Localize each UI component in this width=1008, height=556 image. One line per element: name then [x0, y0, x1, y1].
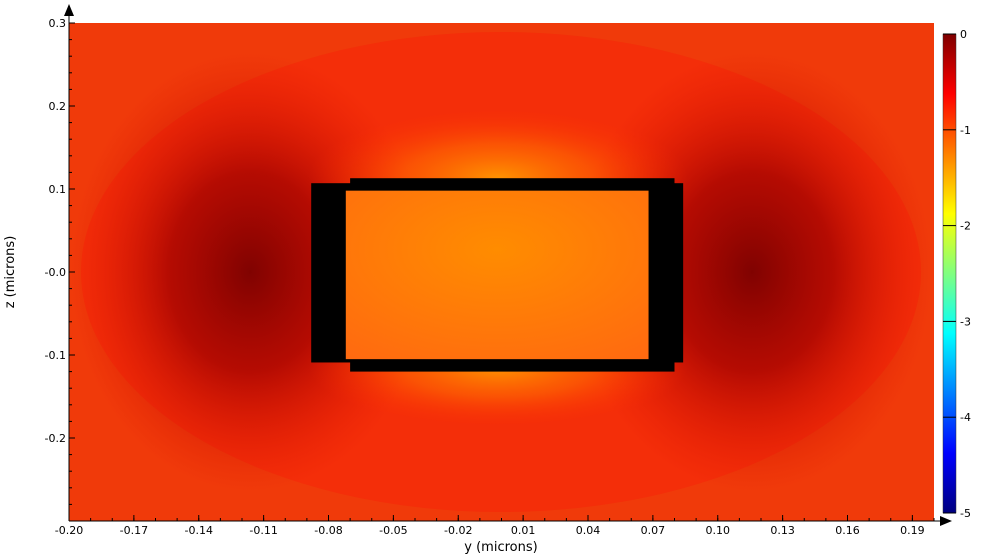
y-tick-label: -0.1 — [45, 349, 66, 362]
colorbar-tick-label: -1 — [960, 124, 971, 137]
x-tick-label: 0.19 — [900, 524, 925, 537]
colorbar-tick-label: 0 — [960, 28, 967, 41]
y-tick-label: 0.1 — [49, 183, 67, 196]
x-tick-label: 0.10 — [706, 524, 731, 537]
y-axis-arrow-icon — [64, 4, 74, 16]
x-tick-label: 0.04 — [576, 524, 601, 537]
x-axis-arrow-icon — [940, 516, 952, 526]
colorbar-tick-label: -3 — [960, 315, 971, 328]
x-axis-label: y (microns) — [464, 540, 537, 555]
colorbar-tick-label: -4 — [960, 411, 971, 424]
x-tick-label: -0.08 — [314, 524, 342, 537]
y-ticks: 0.3 0.2 0.1 -0.0 -0.1 -0.2 — [45, 17, 75, 445]
x-tick-label: 0.07 — [641, 524, 666, 537]
y-tick-label: 0.2 — [49, 100, 67, 113]
x-tick-label: -0.14 — [185, 524, 213, 537]
waveguide — [311, 178, 684, 372]
x-tick-label: -0.17 — [120, 524, 148, 537]
x-tick-label: -0.02 — [444, 524, 472, 537]
x-tick-label: 0.01 — [511, 524, 536, 537]
x-ticks: -0.20 -0.17 -0.14 -0.11 -0.08 -0.05 -0.02 0.01 0… — [55, 515, 925, 537]
waveguide-core — [345, 190, 649, 360]
colorbar-tick-label: -5 — [960, 507, 971, 520]
x-tick-label: 0.16 — [835, 524, 860, 537]
x-tick-label: 0.13 — [770, 524, 795, 537]
x-tick-label: -0.11 — [249, 524, 277, 537]
colorbar-ticks: 0 -1 -2 -3 -4 -5 — [943, 28, 971, 520]
y-tick-label: -0.0 — [45, 266, 66, 279]
y-tick-label: 0.3 — [49, 17, 67, 30]
colorbar-gradient — [943, 34, 956, 513]
colorbar-tick-label: -2 — [960, 220, 971, 233]
colorbar: 0 -1 -2 -3 -4 -5 — [942, 28, 971, 520]
y-axis-label: z (microns) — [3, 236, 18, 309]
axes — [64, 4, 952, 526]
x-tick-label: -0.20 — [55, 524, 83, 537]
y-tick-label: -0.2 — [45, 432, 66, 445]
x-tick-label: -0.05 — [379, 524, 407, 537]
